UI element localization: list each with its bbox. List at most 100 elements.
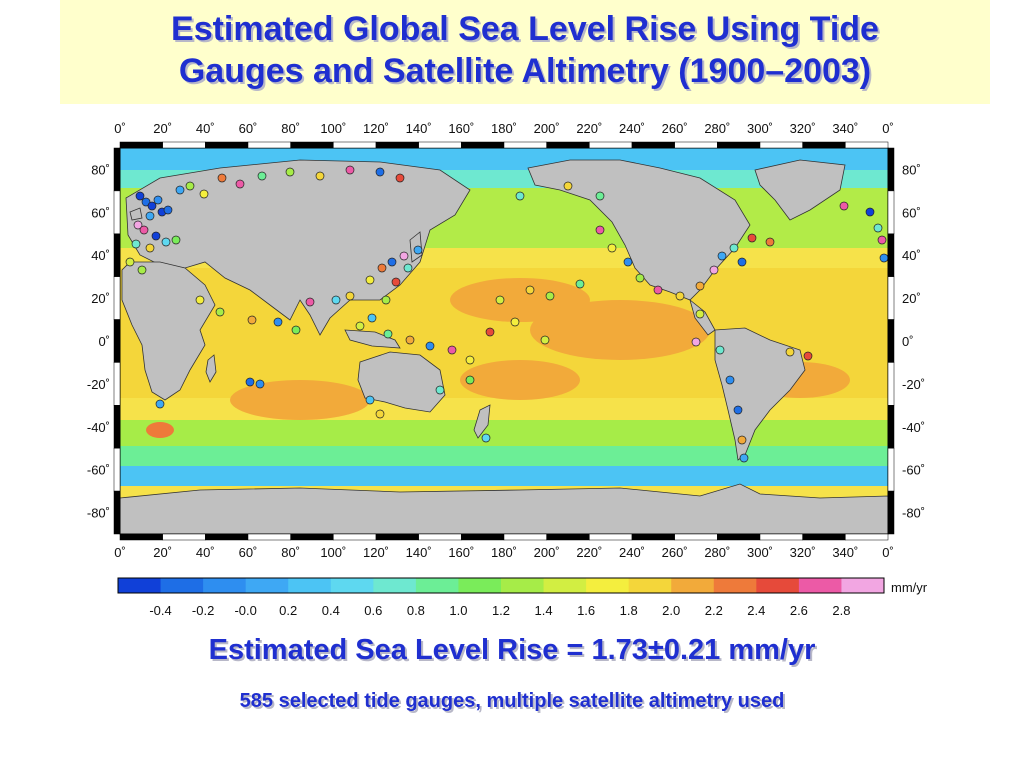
lon-axis-bottom: 0˚ 20˚ 40˚ 60˚ 80˚ 100˚ 120˚ 140˚ 160˚ 180˚ 200˚ 22… <box>114 545 894 560</box>
colorbar-label: 1.4 <box>535 603 553 618</box>
lon-tick-top: 100˚ <box>320 121 346 136</box>
frame-bar-bottom <box>247 533 291 541</box>
lon-tick-bottom: 300˚ <box>747 545 773 560</box>
tide-gauge-marker <box>879 253 888 263</box>
lon-tick-bottom: 120˚ <box>363 545 389 560</box>
frame-bar-top <box>418 141 462 149</box>
lon-tick-bottom: 20˚ <box>153 545 172 560</box>
colorbar-segment <box>330 578 374 593</box>
tide-gauge-marker <box>215 307 225 317</box>
tide-gauge-marker <box>695 309 705 319</box>
colorbar-label: 1.8 <box>620 603 638 618</box>
tide-gauge-marker <box>217 173 227 183</box>
lon-tick-bottom: 260˚ <box>662 545 688 560</box>
lon-tick-bottom: 60˚ <box>239 545 258 560</box>
tide-gauge-marker <box>729 243 739 253</box>
tide-gauge-marker <box>195 295 205 305</box>
band-south-cyan <box>120 466 888 486</box>
lon-tick-bottom: 0˚ <box>882 545 894 560</box>
lat-tick-left: 80˚ <box>91 162 110 177</box>
lon-tick-bottom: 200˚ <box>534 545 560 560</box>
tide-gauge-marker <box>403 263 413 273</box>
tide-gauges <box>125 165 888 463</box>
tide-gauge-marker <box>725 375 735 385</box>
tide-gauge-marker <box>595 191 605 201</box>
tide-gauge-marker <box>315 171 325 181</box>
tide-gauge-marker <box>737 257 747 267</box>
frame-bar-bottom <box>162 533 206 541</box>
lat-tick-left: -60˚ <box>87 463 110 478</box>
frame-bar-bottom <box>461 533 505 541</box>
colorbar-label: -0.4 <box>149 603 171 618</box>
tide-gauge-marker <box>355 321 365 331</box>
tide-gauge-marker <box>481 433 491 443</box>
tide-gauge-marker <box>465 375 475 385</box>
frame-bar-left <box>113 233 121 277</box>
lon-tick-top: 280˚ <box>704 121 730 136</box>
lat-tick-right: -20˚ <box>902 377 925 392</box>
result-sub: 585 selected tide gauges, multiple satel… <box>239 690 785 712</box>
tide-gauge-marker <box>803 351 813 361</box>
tide-gauge-marker <box>623 257 633 267</box>
frame-bar-bottom <box>717 533 761 541</box>
lon-tick-top: 0˚ <box>114 121 126 136</box>
tide-gauge-marker <box>575 279 585 289</box>
colorbar-label: -0.0 <box>234 603 256 618</box>
lon-tick-bottom: 280˚ <box>704 545 730 560</box>
colorbar-segment <box>288 578 332 593</box>
tide-gauge-marker <box>737 435 747 445</box>
frame-bar-left <box>113 490 121 535</box>
lon-tick-bottom: 80˚ <box>281 545 300 560</box>
frame-bar-bottom <box>759 533 803 541</box>
lat-tick-right: 40˚ <box>902 248 921 263</box>
lon-tick-top: 180˚ <box>491 121 517 136</box>
tide-gauge-marker <box>381 295 391 305</box>
colorbar-label: -0.2 <box>192 603 214 618</box>
frame-bar-right <box>887 405 895 449</box>
tide-gauge-marker <box>391 277 401 287</box>
land-madagascar <box>205 354 217 383</box>
tide-gauge-marker <box>161 237 171 247</box>
colorbar-segment <box>118 578 162 593</box>
tide-gauge-marker <box>185 181 195 191</box>
lon-tick-top: 20˚ <box>153 121 172 136</box>
colorbar-label: 2.0 <box>662 603 680 618</box>
frame-bar-bottom <box>119 533 163 541</box>
land-masses <box>120 159 888 534</box>
frame-bar-bottom <box>205 533 249 541</box>
frame-bar-left <box>113 319 121 363</box>
warm-patch-south-pacific <box>460 360 580 400</box>
land-south-america <box>714 327 806 461</box>
lat-tick-right: 60˚ <box>902 205 921 220</box>
frame-bar-top <box>119 141 163 149</box>
colorbar-segment <box>671 578 715 593</box>
lat-tick-right: -80˚ <box>902 506 925 521</box>
lon-tick-top: 200˚ <box>534 121 560 136</box>
tide-gauge-marker <box>375 409 385 419</box>
land-africa <box>121 261 216 401</box>
frame-bar-right <box>887 319 895 363</box>
tide-gauge-marker <box>305 297 315 307</box>
lon-tick-bottom: 340˚ <box>832 545 858 560</box>
colorbar-label: 1.0 <box>449 603 467 618</box>
tide-gauge-marker <box>285 167 295 177</box>
land-indonesia <box>344 329 401 349</box>
colorbar-segment <box>628 578 672 593</box>
tide-gauge-marker <box>675 291 685 301</box>
tide-gauge-marker <box>717 251 727 261</box>
tide-gauge-marker <box>133 220 143 230</box>
lon-tick-bottom: 140˚ <box>406 545 432 560</box>
warm-patch-indian <box>230 380 370 420</box>
lon-tick-top: 240˚ <box>619 121 645 136</box>
lon-tick-bottom: 160˚ <box>448 545 474 560</box>
frame-bar-top <box>546 141 590 149</box>
title-line-1: Estimated Global Sea Level Rise Using Ti… <box>171 10 879 48</box>
frame-bar-right <box>887 490 895 535</box>
tide-gauge-marker <box>125 257 135 267</box>
frame-bar-top <box>802 141 846 149</box>
result-main: Estimated Sea Level Rise = 1.73±0.21 mm/… <box>208 634 816 666</box>
tide-gauge-marker <box>235 179 245 189</box>
lon-tick-bottom: 320˚ <box>790 545 816 560</box>
tide-gauge-marker <box>399 251 409 261</box>
tide-gauge-marker <box>255 379 265 389</box>
